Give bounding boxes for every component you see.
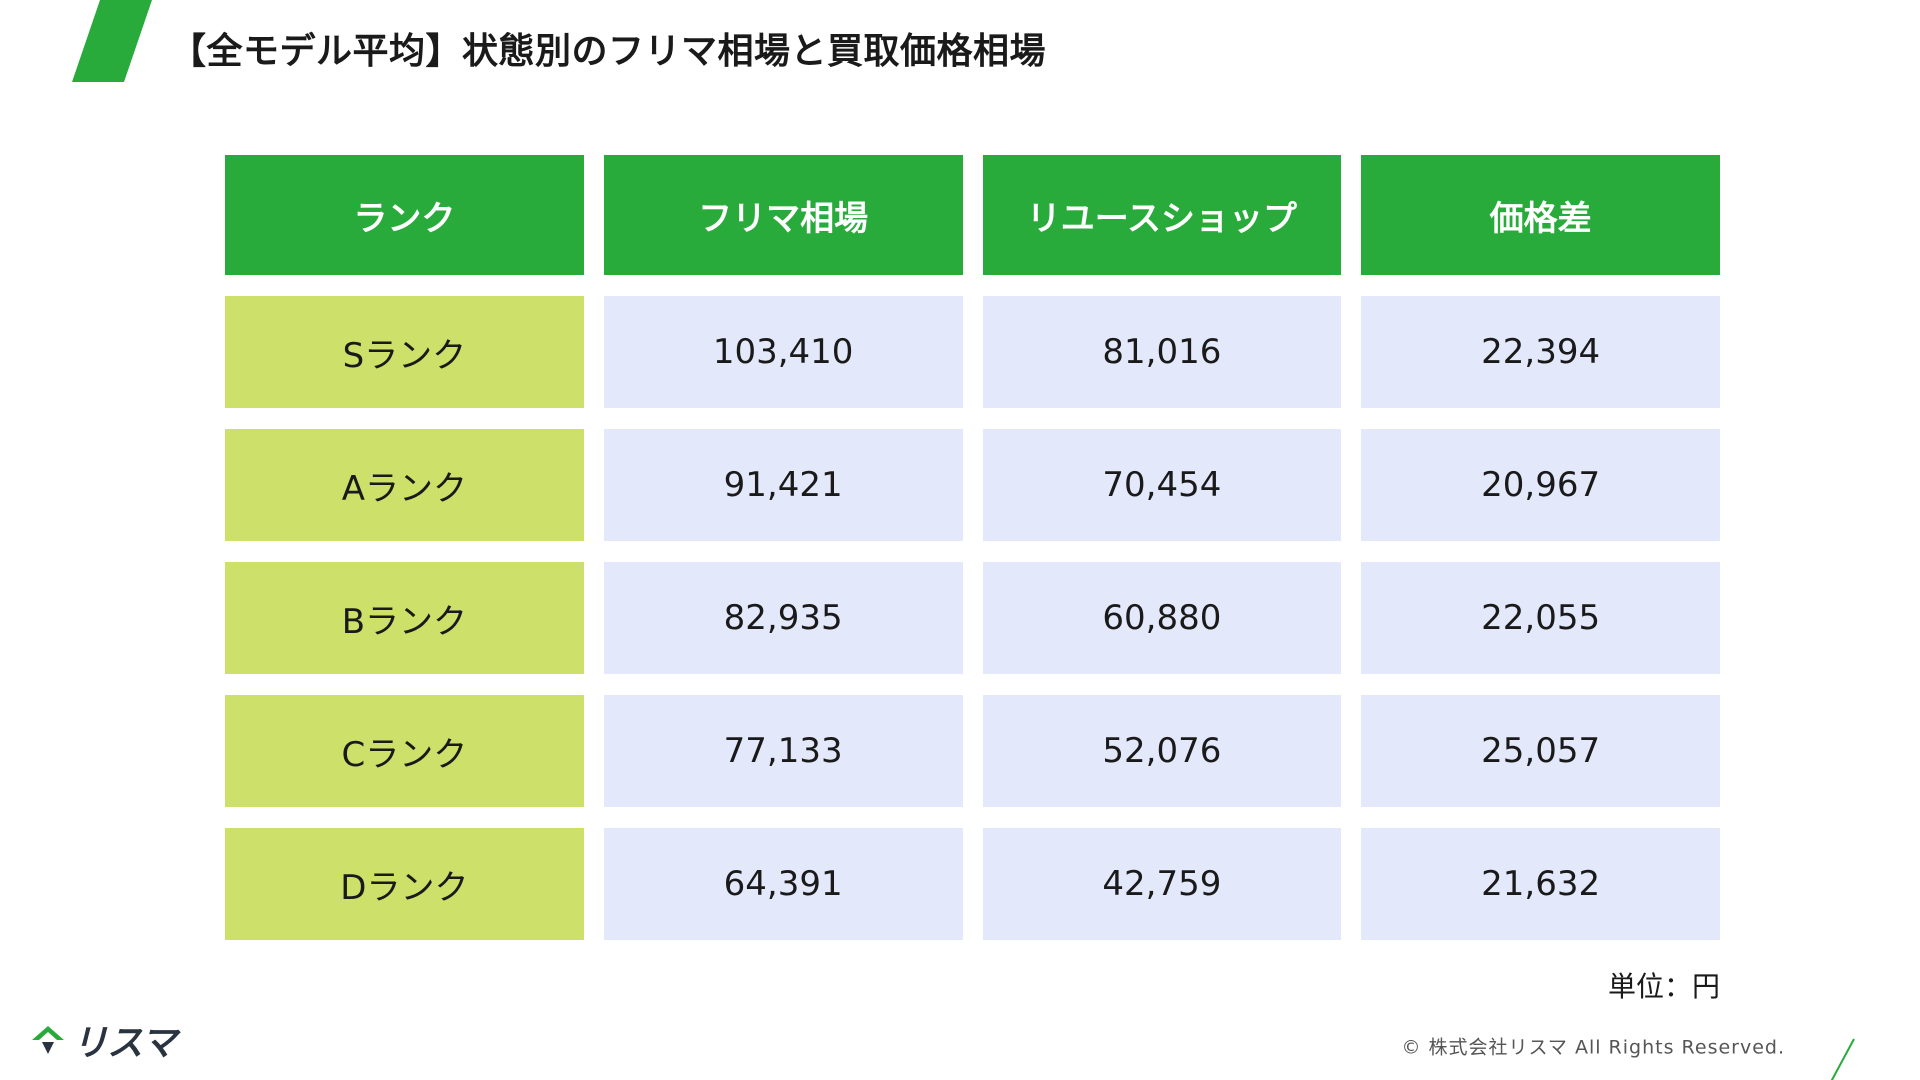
company-logo: リスマ xyxy=(28,1014,177,1066)
price-diff-cell: 25,057 xyxy=(1361,695,1720,807)
header-flea-market: フリマ相場 xyxy=(603,155,963,275)
table-row: Cランク 77,133 52,076 25,057 xyxy=(225,695,1720,807)
reuse-shop-cell: 70,454 xyxy=(982,429,1342,541)
accent-stripe xyxy=(72,0,152,82)
flea-market-cell: 64,391 xyxy=(603,828,963,940)
reuse-shop-cell: 52,076 xyxy=(982,695,1342,807)
header-reuse-shop: リユースショップ xyxy=(982,155,1342,275)
copyright-text: © 株式会社リスマ All Rights Reserved. xyxy=(1401,1036,1785,1059)
rank-cell: Sランク xyxy=(225,296,584,408)
table-row: Bランク 82,935 60,880 22,055 xyxy=(225,562,1720,674)
reuse-shop-cell: 81,016 xyxy=(982,296,1342,408)
unit-label: 単位：円 xyxy=(1607,970,1720,1003)
price-diff-cell: 21,632 xyxy=(1361,828,1720,940)
logo-mark-icon xyxy=(32,1026,64,1054)
rank-cell: Bランク xyxy=(225,562,584,674)
table-header-row: ランク フリマ相場 リユースショップ 価格差 xyxy=(225,155,1720,275)
price-diff-cell: 22,055 xyxy=(1361,562,1720,674)
flea-market-cell: 82,935 xyxy=(603,562,963,674)
logo-text: リスマ xyxy=(72,1023,177,1064)
table-row: Aランク 91,421 70,454 20,967 xyxy=(225,429,1720,541)
header-rank: ランク xyxy=(225,155,584,275)
rank-cell: Dランク xyxy=(225,828,584,940)
price-diff-cell: 20,967 xyxy=(1361,429,1720,541)
table-row: Dランク 64,391 42,759 21,632 xyxy=(225,828,1720,940)
table-row: Sランク 103,410 81,016 22,394 xyxy=(225,296,1720,408)
price-table: ランク フリマ相場 リユースショップ 価格差 Sランク 103,410 81,0… xyxy=(225,155,1720,961)
price-diff-cell: 22,394 xyxy=(1361,296,1720,408)
corner-accent-line xyxy=(1830,1038,1855,1080)
rank-cell: Cランク xyxy=(225,695,584,807)
reuse-shop-cell: 42,759 xyxy=(982,828,1342,940)
flea-market-cell: 91,421 xyxy=(603,429,963,541)
reuse-shop-cell: 60,880 xyxy=(982,562,1342,674)
rank-cell: Aランク xyxy=(225,429,584,541)
header-price-diff: 価格差 xyxy=(1361,155,1720,275)
page-title: 【全モデル平均】状態別のフリマ相場と買取価格相場 xyxy=(170,31,1047,72)
flea-market-cell: 103,410 xyxy=(603,296,963,408)
flea-market-cell: 77,133 xyxy=(603,695,963,807)
